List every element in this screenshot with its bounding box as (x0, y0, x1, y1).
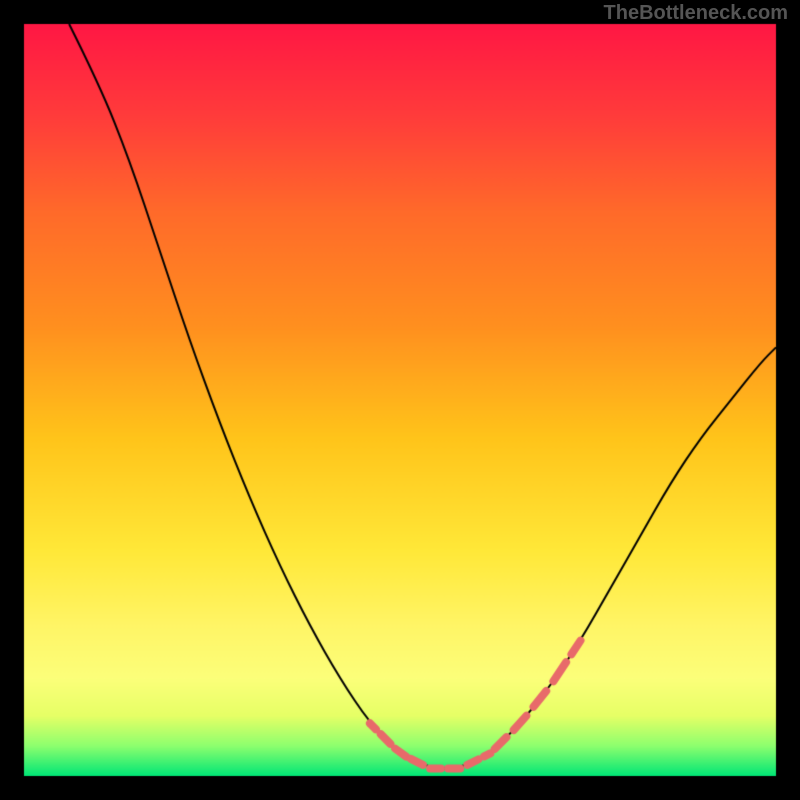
watermark-text: TheBottleneck.com (604, 2, 788, 25)
bottleneck-curve-chart (0, 0, 800, 800)
chart-container: TheBottleneck.com (0, 0, 800, 800)
